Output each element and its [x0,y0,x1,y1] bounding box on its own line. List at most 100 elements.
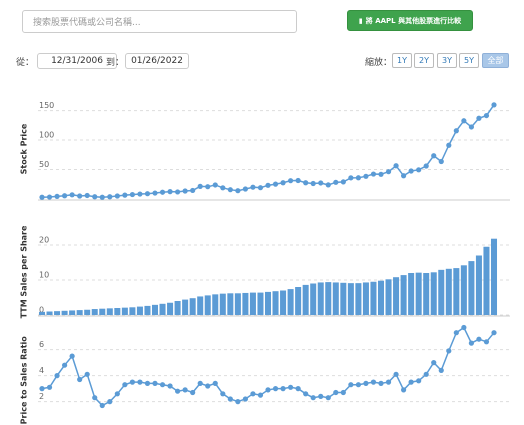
to-input[interactable]: 01/26/2022 [125,53,189,69]
point [438,367,444,373]
bar [227,293,234,315]
point [431,360,437,366]
point [182,188,188,194]
point [408,379,414,385]
y-tick-label: 20 [39,236,49,245]
point [476,115,482,121]
point [235,399,241,405]
bar [385,279,392,315]
bar [197,296,204,315]
bar [347,283,354,315]
bar [54,311,61,315]
point [431,153,437,159]
y-tick-label: 150 [39,101,54,110]
y-tick-label: 10 [39,271,49,280]
point [348,382,354,388]
bar [219,293,226,315]
point [54,373,60,379]
y-axis-title: Price to Sales Ratio [20,336,29,425]
bar [377,280,385,315]
point [46,384,53,390]
point [212,380,218,386]
point [77,193,83,199]
point [363,380,369,386]
point [235,188,241,194]
bar [430,272,437,315]
point [453,330,459,336]
point [220,185,226,191]
bar [264,291,272,315]
bar [370,281,377,315]
compare-text: 將 AAPL 與其他股票進行比較 [365,16,462,25]
point [491,330,497,336]
point [446,142,452,148]
bar [121,307,128,315]
zoom-label: 縮放： [365,58,393,68]
bar [159,303,166,315]
compare-button[interactable]: ▮ 將 AAPL 與其他股票進行比較 [347,10,473,31]
point [212,182,218,188]
point [288,384,294,390]
bar [144,305,151,315]
point [385,379,392,385]
search-input[interactable]: 搜索股票代碼或公司名稱... [22,10,297,33]
point [69,192,75,198]
zoom-button[interactable]: 1Y [392,53,412,68]
point [122,192,128,198]
point [46,194,53,200]
point [175,189,181,195]
point [197,183,203,189]
bar [212,294,219,315]
bar [76,310,83,315]
point [122,382,128,388]
bar [182,299,189,315]
point [280,180,286,186]
point [453,128,459,134]
point [393,163,399,169]
point [99,194,105,200]
point [144,191,151,197]
point [257,392,264,398]
point [416,378,422,384]
bar [423,273,430,315]
point [401,387,407,393]
bar [393,277,400,315]
point [167,189,173,195]
point [295,386,301,392]
point [483,112,490,119]
point [152,190,158,196]
point [84,192,90,199]
point [393,371,399,377]
zoom-button[interactable]: 3Y [437,53,457,68]
from-input[interactable]: 12/31/2006 [37,53,117,69]
point [190,389,196,396]
bar [460,265,467,315]
point [401,173,407,179]
point [416,167,422,173]
point [385,169,392,175]
point [159,382,166,388]
y-axis-title: TTM Sales per Share [20,225,29,318]
point [340,179,346,185]
point [197,380,203,386]
zoom-button[interactable]: 全部 [482,53,509,68]
bar [355,283,362,315]
zoom-button[interactable]: 2Y [414,53,434,68]
point [340,389,346,396]
bar [317,282,324,315]
point [159,189,166,195]
point [272,386,279,392]
point [446,348,452,354]
zoom-button[interactable]: 5Y [459,53,479,68]
bar [106,308,113,315]
point [483,339,490,345]
bar [295,287,302,315]
point [205,184,211,190]
point [325,182,331,188]
point [39,194,45,200]
point [310,180,316,187]
point [62,193,68,199]
point [137,379,143,385]
bar [362,282,369,315]
